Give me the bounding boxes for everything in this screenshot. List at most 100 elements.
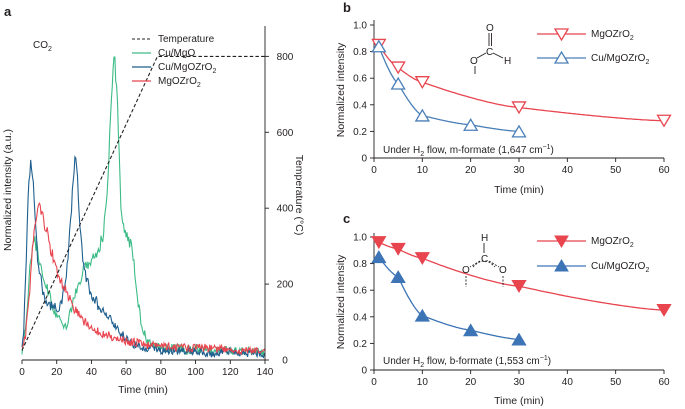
chart-a-right-ticks: 0 200 400 600 800 [265,52,294,367]
legend-item-cu-mgozro2: Cu/MgOZrO2 [132,62,216,75]
chart-a-right-label-text: Temperature (°C) [293,155,305,236]
y-tick-label: 0.2 [353,339,367,350]
x-tick-label: 50 [610,377,622,388]
data-point-mgozro2 [656,114,672,128]
panel-a-letter: a [4,4,12,19]
chart-c-legend: MgOZrO2 Cu/MgOZrO2 [537,235,649,274]
legend-temperature-label: Temperature [158,34,215,45]
data-point-cu-mgozro2 [463,323,479,337]
x-tick-label: 0 [371,165,377,176]
svg-text:O: O [462,265,470,276]
chart-a-annotation: CO2 [33,40,52,53]
data-point-mgozro2 [371,236,387,250]
legend-c-mgozro2-label: MgOZrO2 [591,236,634,249]
svg-text:H: H [504,56,511,67]
svg-text:O: O [486,23,494,34]
data-point-mgozro2 [511,280,527,293]
open-triangle-up-icon [553,50,570,64]
y-tick-label: 0.8 [353,259,367,270]
y-tick-label: 0.8 [353,47,367,58]
x-tick-label: 40 [562,165,574,176]
series-line-cu-mgo [21,56,266,357]
data-point-mgozro2 [656,304,672,317]
chart-a-right-label: Temperature (°C) [293,155,305,236]
y-tick-label: 0.6 [353,286,367,297]
legend-mgozro2-label: MgOZrO2 [158,76,201,89]
svg-text:H: H [481,233,488,244]
chart-c-y-label: Normalized intensity [335,254,347,349]
right-tick-label: 600 [277,128,294,139]
chart-b-legend: MgOZrO2 Cu/MgOZrO2 [537,28,649,66]
chart-c-ticks: 0 10 20 30 40 50 60 0 0.2 0.4 0.6 0.8 1.0 [353,233,670,389]
fit-curve-cu-mgozro2 [378,46,519,133]
legend-item-cu-mgo: Cu/MgO [132,48,195,59]
panel-c-letter: c [343,211,350,226]
y-tick-label: 0.4 [353,100,367,111]
chart-a-y-label: Normalized intensity (a.u.) [2,129,14,251]
chart-c-x-label: Time (min) [494,395,544,407]
legend-b-mgozro2-label: MgOZrO2 [591,29,634,42]
data-point-cu-mgozro2 [463,117,479,131]
x-tick-label: 140 [257,367,274,378]
chart-c: 0 10 20 30 40 50 60 0 0.2 0.4 0.6 0.8 1.0 Time (min)… [335,233,672,407]
chart-b-series [371,38,672,138]
right-tick-label: 0 [282,356,288,367]
x-tick-label: 120 [222,367,239,378]
m-formate-structure-icon: O C H O [470,23,511,74]
data-point-mgozro2 [390,61,406,75]
chart-b: 0 10 20 30 40 50 60 0 0.2 0.4 0.6 0.8 1.0 Time (min)… [335,20,672,196]
x-tick-label: 20 [51,367,63,378]
data-point-mgozro2 [414,252,430,266]
data-point-cu-mgozro2 [414,108,430,122]
series-line-temperature [21,55,265,351]
chart-a: 0 20 40 60 80 100 120 140 0 200 400 600 800 Time (m… [2,26,305,396]
y-tick-label: 1.0 [353,233,367,244]
chart-c-series [371,236,672,346]
legend-b-item-cu-mgozro2: Cu/MgOZrO2 [537,50,649,66]
data-point-cu-mgozro2 [390,76,406,90]
open-triangle-down-icon [553,28,570,42]
x-tick-label: 60 [121,367,133,378]
data-point-cu-mgozro2 [371,250,387,264]
x-tick-label: 10 [417,377,429,388]
data-point-cu-mgozro2 [371,39,387,53]
data-point-mgozro2 [390,242,406,256]
chart-b-ticks: 0 10 20 30 40 50 60 0 0.2 0.4 0.6 0.8 1.0 [353,21,670,177]
filled-triangle-down-icon [554,235,569,248]
legend-c-cu-mgozro2-label: Cu/MgOZrO2 [591,261,649,274]
x-tick-label: 60 [658,165,670,176]
data-point-cu-mgozro2 [414,308,430,322]
x-tick-label: 60 [658,377,670,388]
legend-item-mgozro2: MgOZrO2 [132,76,201,89]
chart-c-annotation: Under H2 flow, b-formate (1,553 cm−1) [383,355,551,369]
legend-cu-mgozro2-label: Cu/MgOZrO2 [158,62,216,75]
b-formate-structure-icon: H C O O [462,233,507,287]
legend-c-item-mgozro2: MgOZrO2 [537,235,634,249]
y-tick-label: 1.0 [353,21,367,32]
series-line-cu-mgozro2 [21,155,265,359]
legend-cu-mgo-label: Cu/MgO [158,48,195,59]
chart-a-x-ticks: 0 20 40 60 80 100 120 140 [19,360,274,378]
right-tick-label: 800 [277,52,294,63]
chart-a-x-label: Time (min) [118,384,168,396]
x-tick-label: 0 [371,377,377,388]
chart-b-x-label: Time (min) [494,184,544,196]
x-tick-label: 80 [155,367,167,378]
x-tick-label: 100 [187,367,204,378]
svg-text:C: C [481,254,488,265]
x-tick-label: 10 [417,165,429,176]
x-tick-label: 30 [513,377,525,388]
chart-b-annotation: Under H2 flow, m-formate (1,647 cm−1) [383,144,554,158]
filled-triangle-up-icon [554,259,569,272]
chart-b-y-label: Normalized intensity [335,42,347,137]
y-tick-label: 0.2 [353,127,367,138]
y-tick-label: 0 [361,154,367,165]
svg-text:O: O [499,265,507,276]
y-tick-label: 0.6 [353,74,367,85]
data-point-cu-mgozro2 [390,270,406,284]
legend-item-temperature: Temperature [132,34,215,45]
legend-c-item-cu-mgozro2: Cu/MgOZrO2 [537,259,649,274]
legend-b-cu-mgozro2-label: Cu/MgOZrO2 [591,53,649,66]
x-tick-label: 40 [86,367,98,378]
